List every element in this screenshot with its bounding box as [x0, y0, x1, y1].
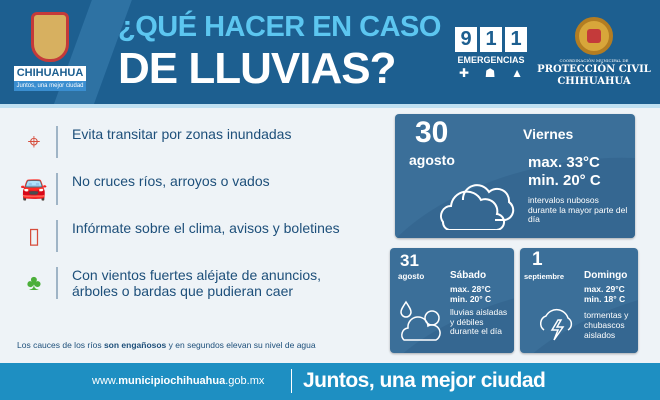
month: agosto: [409, 152, 455, 168]
note-bold: son engañosos: [103, 340, 167, 350]
weekday: Viernes: [523, 126, 574, 142]
min-temp: min. 18° C: [584, 294, 626, 304]
flooded-car-icon: 🚘: [12, 173, 58, 205]
min-temp: min. 20° C: [528, 172, 601, 189]
pc-subtitle: COORDINACIÓN MUNICIPAL DE: [559, 58, 629, 63]
pc-name-2: CHIHUAHUA: [557, 76, 631, 87]
website-link[interactable]: www.municipiochihuahua.gob.mx: [92, 374, 264, 388]
url-prefix: www.: [92, 375, 119, 387]
storm-cloud-icon: [540, 308, 573, 341]
divider: [291, 369, 292, 393]
forecast-card-sunday: 1 septiembre Domingo max. 29°C min. 18° …: [520, 248, 638, 353]
url-suffix: .gob.mx: [225, 375, 265, 387]
day-number: 30: [415, 116, 449, 149]
tip-item: 🚘 No cruces ríos, arroyos o vados: [12, 173, 342, 220]
max-temp: max. 29°C: [584, 284, 625, 294]
description: tormentas y chubascos aislados: [584, 310, 629, 340]
month: agosto: [398, 272, 425, 281]
logo-name: CHIHUAHUA: [14, 66, 86, 81]
cross-icon: ✚: [459, 66, 470, 80]
emergency-911-logo: 9 1 1 EMERGENCIAS ✚ ☗ ▲: [453, 27, 529, 80]
description: lluvias aisladas y débiles durante el dí…: [450, 307, 508, 336]
map-pin-icon: ⌖: [12, 126, 58, 158]
forecast-card-friday: 30 agosto Viernes max. 33°C min. 20° C i…: [395, 114, 635, 238]
tip-item: ▯ Infórmate sobre el clima, avisos y bole…: [12, 220, 342, 267]
tip-item: ⌖ Evita transitar por zonas inundadas: [12, 126, 342, 173]
logo-tagline: Juntos, una mejor ciudad: [14, 81, 86, 91]
day-number: 31: [400, 251, 419, 270]
wind-tree-icon: ♣: [12, 267, 58, 299]
max-temp: max. 33°C: [528, 154, 600, 171]
civil-protection-emblem-icon: [575, 17, 613, 55]
footer-bar: [0, 363, 660, 400]
pc-name-1: PROTECCIÓN CIVIL: [537, 64, 651, 75]
tips-list: ⌖ Evita transitar por zonas inundadas 🚘 No…: [12, 126, 342, 314]
tip-text: Evita transitar por zonas inundadas: [72, 126, 292, 142]
header: CHIHUAHUA Juntos, una mejor ciudad ¿QUÉ …: [0, 0, 660, 104]
forecast-card-saturday: 31 agosto Sábado max. 28°C min. 20° C ll…: [390, 248, 514, 353]
note-text: Los cauces de los ríos: [17, 340, 104, 350]
note-text: y en segundos elevan su nivel de agua: [166, 340, 316, 350]
digit: 9: [455, 27, 477, 52]
title-line-2: DE LLUVIAS?: [118, 44, 396, 93]
weekday: Domingo: [584, 270, 628, 281]
tip-text: No cruces ríos, arroyos o vados: [72, 173, 270, 189]
month: septiembre: [524, 272, 565, 281]
divider: [0, 104, 660, 108]
clouds-icon: [440, 184, 515, 230]
coat-of-arms-icon: [31, 12, 69, 62]
url-domain: municipiochihuahua: [118, 375, 226, 387]
digit: 1: [480, 27, 502, 52]
title-line-1: ¿QUÉ HACER EN CASO: [118, 11, 441, 43]
tip-item: ♣ Con vientos fuertes aléjate de anuncios…: [12, 267, 342, 314]
weekday: Sábado: [450, 270, 487, 281]
helmet-icon: ☗: [484, 66, 496, 80]
phone-icon: ▯: [12, 220, 58, 252]
min-temp: min. 20° C: [450, 294, 492, 304]
max-temp: max. 28°C: [450, 284, 491, 294]
siren-icon: ▲: [511, 66, 523, 80]
tip-text: Con vientos fuertes aléjate de anuncios,…: [72, 267, 322, 299]
day-number: 1: [532, 249, 543, 270]
civil-protection-logo: COORDINACIÓN MUNICIPAL DE PROTECCIÓN CIV…: [534, 17, 654, 88]
tip-text: Infórmate sobre el clima, avisos y bolet…: [72, 220, 340, 236]
chihuahua-logo: CHIHUAHUA Juntos, una mejor ciudad: [14, 12, 86, 91]
emergency-label: EMERGENCIAS: [457, 55, 525, 65]
digit: 1: [505, 27, 527, 52]
slogan: Juntos, una mejor ciudad: [303, 369, 546, 392]
rain-sun-cloud-icon: [400, 300, 441, 341]
river-warning: Los cauces de los ríos son engañosos y e…: [17, 340, 316, 350]
description: intervalos nubosos durante la mayor part…: [528, 195, 628, 224]
